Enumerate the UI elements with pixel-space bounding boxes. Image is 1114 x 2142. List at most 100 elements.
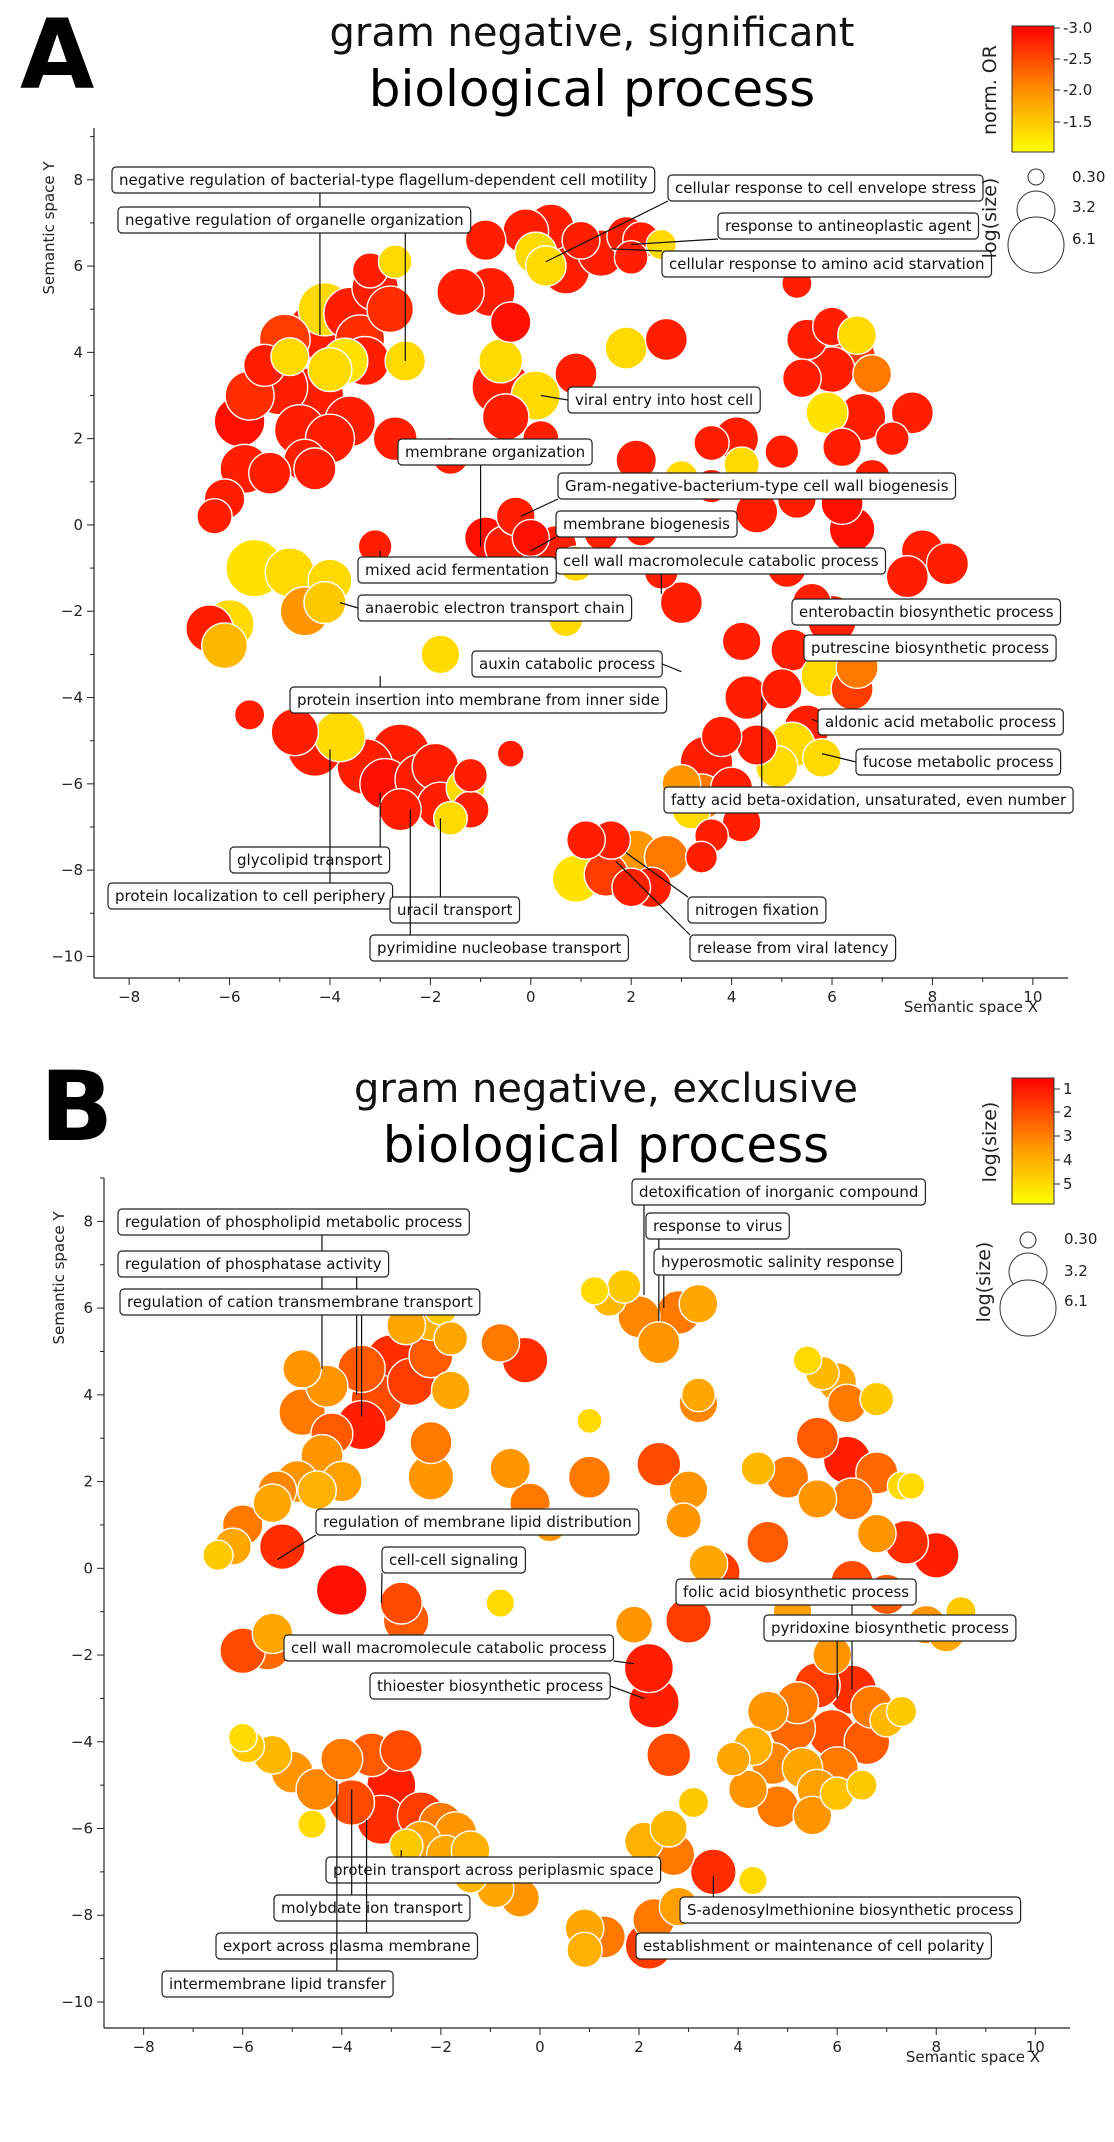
panel-a-size-legend-title: log(size) xyxy=(979,178,1001,259)
panel-a-subtitle: biological process xyxy=(369,60,815,118)
bubble-label-box xyxy=(645,1212,790,1240)
leader-line xyxy=(380,1572,383,1604)
bubble-label-box xyxy=(117,206,472,234)
bubble-label-text: protein localization to cell periphery xyxy=(115,887,386,905)
bubble-label: release from viral latency xyxy=(615,861,897,962)
panel-b-color-legend: log(size) 1 2 3 4 5 xyxy=(979,1077,1073,1205)
bubble-label: auxin catabolic process xyxy=(471,650,682,678)
bubble-label: regulation of cation transmembrane trans… xyxy=(119,1288,481,1417)
bubble-label-box xyxy=(357,556,557,584)
bubble xyxy=(480,1322,521,1363)
bubble-label: regulation of phospholipid metabolic pro… xyxy=(117,1208,470,1369)
bubble-label-text: intermembrane lipid transfer xyxy=(169,1975,387,1993)
bubble xyxy=(378,788,422,832)
x-tick-label: −2 xyxy=(419,988,441,1006)
bubble-label-text: regulation of phosphatase activity xyxy=(125,1255,382,1273)
panel-b-plot: −8 −6 −4 −2 0 2 4 6 8 10 8 6 4 2 0 −2 −4 −6 −8 −10 Semantic … xyxy=(50,1177,1070,2066)
bubble xyxy=(760,668,803,710)
x-tick-label: −2 xyxy=(430,2038,452,2056)
bubble xyxy=(478,338,524,384)
bubble xyxy=(196,498,233,535)
bubble-label-text: putrescine biosynthetic process xyxy=(811,639,1049,657)
panel-b-colorbar xyxy=(1011,1077,1055,1205)
bubble xyxy=(258,1523,306,1571)
panel-a-size-legend-value: 0.30 xyxy=(1072,168,1105,186)
bubble xyxy=(307,347,353,393)
bubble-label: response to virus xyxy=(645,1212,790,1322)
bubble-label-text: anaerobic electron transport chain xyxy=(365,599,625,617)
bubble-label-text: pyridoxine biosynthetic process xyxy=(771,1619,1009,1637)
bubble-label: protein localization to cell periphery xyxy=(107,749,394,910)
bubble-label-text: regulation of membrane lipid distributio… xyxy=(323,1513,632,1531)
bubble-label-box xyxy=(389,896,521,924)
leader-line xyxy=(662,663,682,673)
panel-a-size-legend-value: 3.2 xyxy=(1072,198,1096,216)
panel-a-colorbar-tick: -3.0 xyxy=(1063,19,1092,37)
bubble xyxy=(481,393,530,441)
y-tick-label: 8 xyxy=(73,171,83,189)
bubble xyxy=(282,1348,323,1389)
bubble-label: regulation of phosphatase activity xyxy=(117,1250,390,1395)
y-tick-label: 0 xyxy=(83,1559,93,1577)
leader-line xyxy=(631,238,719,246)
bubble-label-box xyxy=(117,1250,390,1278)
bubble xyxy=(576,1407,603,1435)
bubble-label-box xyxy=(283,1634,615,1662)
x-tick-label: 2 xyxy=(626,988,636,1006)
bubble-label-box xyxy=(229,846,391,874)
y-tick-label: 2 xyxy=(73,430,83,448)
x-tick-label: −6 xyxy=(232,2038,254,2056)
leader-line xyxy=(540,394,569,401)
bubble xyxy=(890,391,935,435)
x-tick-label: −4 xyxy=(319,988,341,1006)
bubble xyxy=(693,424,730,462)
bubble-label: fucose metabolic process xyxy=(821,748,1062,776)
panel-b-size-legend: log(size) 0.30 3.2 6.1 xyxy=(973,1230,1097,1337)
panel-a-axes: −8 −6 −4 −2 0 2 4 6 8 10 8 6 4 2 0 −2 −4 −6 −8 −10 Semantic … xyxy=(40,128,1068,1016)
bubble xyxy=(738,1865,768,1896)
bubble-label-box xyxy=(397,438,593,466)
bubble-label-box xyxy=(803,634,1057,662)
bubble-label-text: protein insertion into membrane from inn… xyxy=(297,691,660,709)
bubble xyxy=(795,1416,840,1460)
bubble xyxy=(746,1690,789,1733)
bubble xyxy=(792,1345,823,1376)
bubble-label-box xyxy=(119,1288,481,1316)
bubble-label-box xyxy=(675,1578,917,1606)
bubble-label-box xyxy=(369,1672,611,1700)
bubble xyxy=(433,1320,469,1356)
bubble-label: detoxification of inorganic compound xyxy=(631,1178,926,1296)
bubble xyxy=(252,1483,293,1524)
y-tick-label: −2 xyxy=(71,1646,93,1664)
bubble xyxy=(420,634,461,675)
panel-b-colorbar-tick: 5 xyxy=(1063,1175,1073,1193)
bubble xyxy=(432,800,468,836)
bubble-label-box xyxy=(567,386,761,414)
bubble xyxy=(837,315,878,356)
panel-b-title: gram negative, exclusive xyxy=(354,1066,858,1112)
bubble-label: nitrogen fixation xyxy=(625,852,827,924)
bubble xyxy=(684,840,719,874)
y-tick-label: −2 xyxy=(61,602,83,620)
bubble xyxy=(566,819,607,860)
bubble xyxy=(677,1786,710,1819)
bubble-label-text: release from viral latency xyxy=(697,939,889,957)
leader-line xyxy=(277,1534,317,1561)
bubble xyxy=(489,301,532,344)
bubble xyxy=(874,421,910,457)
bubble-label: protein transport across periplasmic spa… xyxy=(325,1850,662,1884)
bubble xyxy=(524,245,567,287)
bubble-label-box xyxy=(635,1932,992,1960)
panel-b-colorbar-tick: 2 xyxy=(1063,1103,1073,1121)
y-tick-label: −6 xyxy=(71,1820,93,1838)
bubble-label-box xyxy=(557,472,957,500)
x-tick-label: 10 xyxy=(1026,2038,1045,2056)
bubble xyxy=(202,1539,234,1572)
bubble-label: membrane biogenesis xyxy=(530,510,738,552)
bubble xyxy=(611,867,652,908)
bubble xyxy=(746,1520,790,1564)
panel-b-letter: B xyxy=(40,1051,113,1163)
x-tick-label: −8 xyxy=(133,2038,155,2056)
bubble xyxy=(613,239,649,275)
